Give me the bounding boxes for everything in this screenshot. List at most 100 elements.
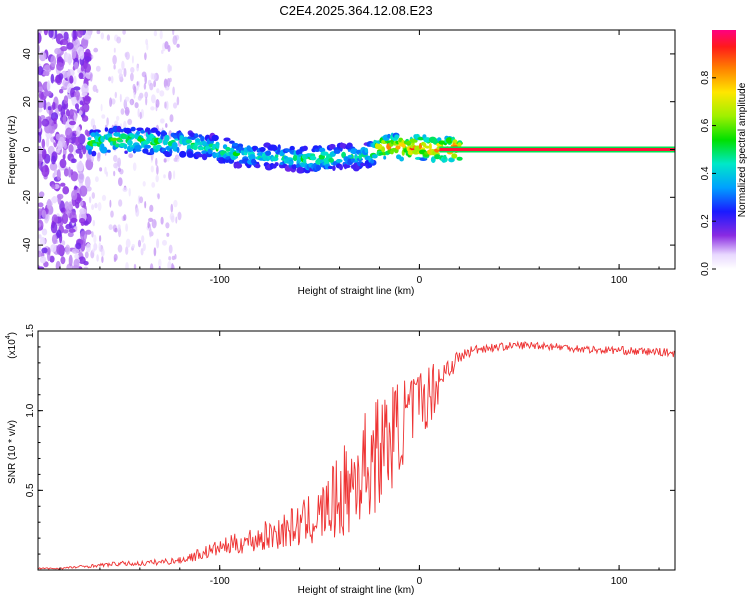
spectrogram-noise-cell [156, 238, 160, 249]
spectrogram-ridge-cell [445, 137, 453, 144]
spectrogram-noise-cell [61, 240, 66, 246]
spectrogram-noise-cell [79, 217, 86, 224]
spectrogram-noise-cell [83, 261, 89, 266]
spectrogram-noise-cell [173, 170, 176, 180]
spectrogram-ridge-cell [231, 156, 236, 160]
spectrogram-noise-cell [175, 216, 178, 224]
spectrogram-noise-cell [73, 258, 80, 269]
spectrogram-noise-cell [144, 201, 147, 209]
spectrogram-noise-cell [121, 138, 127, 145]
spectrogram-noise-cell [94, 202, 98, 209]
spectrogram-noise-cell [39, 236, 46, 246]
spectrogram-noise-cell [74, 185, 78, 190]
colorbar-tick-label: 0.4 [700, 166, 711, 180]
spectrogram-noise-cell [130, 67, 135, 73]
spectrogram-noise-cell [38, 145, 43, 157]
spectrogram-noise-cell [132, 83, 136, 91]
spectrogram-ridge-cell [332, 165, 336, 172]
spectrogram-noise-cell [144, 91, 149, 99]
spectrogram-noise-cell [75, 242, 82, 250]
spectrogram-noise-cell [165, 123, 168, 128]
spectrogram-ridge-cell [124, 150, 128, 154]
spectrogram-noise-cell [145, 96, 148, 106]
spectrogram-y-tick-label: 20 [22, 96, 33, 108]
spectrogram-noise-cell [167, 261, 172, 269]
spectrogram-ridge-cell [176, 146, 180, 153]
spectrogram-y-tick-label: 40 [22, 48, 33, 60]
spectrogram-ridge-cell [192, 144, 198, 151]
snr-x-label: Height of straight line (km) [298, 585, 415, 596]
spectrogram-noise-cell [93, 234, 97, 244]
spectrogram-ridge-cell [157, 130, 161, 137]
spectrogram-noise-cell [110, 210, 114, 218]
colorbar-label: Normalized spectral amplitude [737, 82, 748, 217]
spectrogram-ridge-cell [451, 153, 458, 159]
spectrogram-noise-cell [79, 100, 84, 106]
spectrogram-noise-cell [125, 223, 128, 232]
spectrogram-noise-cell [81, 39, 88, 46]
spectrogram-noise-cell [155, 157, 158, 167]
spectrogram-ridge-cell [457, 142, 462, 148]
snr-y-label: SNR (10 * v/v) [7, 420, 18, 484]
spectrogram-ridge-cell [229, 140, 235, 144]
spectrogram-noise-cell [85, 176, 91, 189]
spectrogram-ridge-cell [360, 162, 365, 167]
spectrogram-noise-cell [81, 83, 89, 95]
spectrogram-noise-cell [56, 62, 64, 71]
spectrogram-ridge-cell [133, 148, 142, 152]
spectrogram-noise-cell [113, 170, 116, 177]
spectrogram-ridge-cell [383, 155, 387, 160]
spectrogram-noise-cell [143, 83, 147, 90]
spectrogram-noise-cell [124, 106, 130, 116]
spectrogram-noise-cell [59, 88, 64, 94]
spectrogram-noise-cell [169, 114, 174, 123]
spectrogram-noise-cell [77, 68, 82, 74]
colorbar-tick-label: 0.6 [700, 118, 711, 132]
spectrogram-ridge-cell [147, 127, 151, 135]
spectrogram-ridge-cell [212, 143, 217, 150]
spectrogram-noise-cell [42, 70, 50, 76]
spectrogram-ridge-cell [197, 146, 205, 151]
spectrogram-noise-cell [39, 51, 47, 62]
spectrogram-noise-cell [73, 144, 77, 156]
spectrogram-noise-cell [67, 231, 74, 238]
spectrogram-noise-cell [73, 86, 81, 91]
spectrogram-noise-cell [83, 234, 87, 240]
spectrogram-noise-cell [124, 99, 127, 109]
spectrogram-noise-cell [55, 260, 61, 269]
snr-x-tick-label: -100 [210, 576, 230, 587]
spectrogram-x-tick-label: -100 [210, 275, 230, 286]
spectrogram-noise-cell [41, 118, 50, 127]
spectrogram-ridge-cell [254, 163, 261, 169]
spectrogram-noise-cell [51, 155, 56, 165]
spectrogram-ridge-cell [292, 155, 298, 162]
spectrogram-noise-cell [60, 46, 68, 52]
spectrogram-noise-cell [73, 61, 79, 70]
spectrogram-ridge-cell [424, 145, 431, 149]
spectrogram-ridge-cell [120, 129, 124, 133]
spectrogram-noise-cell [170, 264, 175, 269]
snr-panel: -100 0 100 0.5 1.0 1.5 Height of straight lin… [5, 324, 676, 596]
spectrogram-marks [38, 30, 675, 269]
colorbar-ticks: 0.0 0.2 0.4 0.6 0.8 [700, 70, 716, 276]
spectrogram-noise-cell [83, 34, 91, 40]
spectrogram-noise-cell [81, 115, 89, 122]
spectrogram-noise-cell [68, 201, 73, 211]
spectrogram-ridge-cell [200, 135, 205, 142]
spectrogram-noise-cell [141, 235, 145, 243]
snr-y-scale-close: ) [7, 332, 18, 335]
spectrogram-noise-cell [106, 117, 109, 126]
spectrogram-noise-cell [41, 228, 48, 236]
spectrogram-noise-cell [116, 115, 120, 121]
snr-y-scale-exp: 4 [5, 335, 12, 339]
spectrogram-noise-cell [60, 256, 66, 265]
spectrogram-noise-cell [153, 247, 157, 257]
spectrogram-noise-cell [63, 31, 69, 41]
spectrogram-noise-cell [51, 196, 59, 203]
spectrogram-noise-cell [132, 162, 137, 171]
spectrogram-noise-cell [38, 32, 42, 44]
colorbar-tick-label: 0.8 [700, 70, 711, 84]
spectrogram-ridge-cell [399, 156, 404, 162]
spectrogram-noise-cell [43, 99, 47, 111]
